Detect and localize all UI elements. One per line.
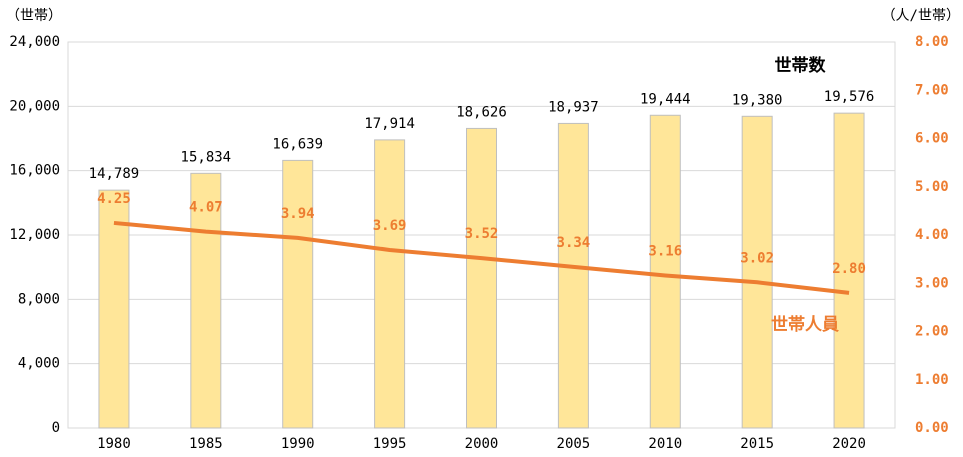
- bar: [98, 189, 130, 429]
- x-tick-label: 2005: [557, 436, 591, 452]
- series-label: 世帯人員: [771, 314, 839, 335]
- bar-value-label: 19,444: [640, 91, 691, 107]
- line-value-label: 3.52: [465, 226, 499, 242]
- bar: [741, 115, 773, 429]
- x-tick-label: 2020: [832, 436, 866, 452]
- x-tick-label: 1980: [97, 436, 131, 452]
- line: [113, 220, 850, 295]
- bar: [557, 122, 589, 429]
- y2-tick-label: 1.00: [915, 372, 949, 388]
- y-tick-label: 24,000: [9, 34, 60, 50]
- y-tick-label: 12,000: [9, 227, 60, 243]
- y2-tick-label: 3.00: [915, 275, 949, 291]
- y2-tick-label: 8.00: [915, 34, 949, 50]
- y-tick-label: 4,000: [18, 356, 60, 372]
- bar-value-label: 16,639: [272, 136, 323, 152]
- bar-value-label: 18,937: [548, 99, 599, 115]
- line-value-label: 3.69: [373, 218, 407, 234]
- y-tick-label: 16,000: [9, 163, 60, 179]
- line-value-label: 3.02: [740, 250, 774, 266]
- bar-value-label: 19,380: [732, 92, 783, 108]
- line-value-label: 4.25: [97, 191, 131, 207]
- y2-axis-title: （人/世帯）: [882, 8, 960, 24]
- bar-value-label: 17,914: [364, 116, 415, 132]
- y2-tick-label: 0.00: [915, 420, 949, 436]
- line-value-label: 3.34: [557, 235, 591, 251]
- y-tick-label: 0: [52, 420, 60, 436]
- y2-tick-label: 2.00: [915, 324, 949, 340]
- bar: [374, 139, 406, 429]
- y-tick-label: 8,000: [18, 291, 60, 307]
- bar: [649, 114, 681, 429]
- x-tick-label: 2010: [648, 436, 682, 452]
- y2-tick-label: 7.00: [915, 82, 949, 98]
- x-tick-label: 2000: [465, 436, 499, 452]
- bar: [282, 159, 314, 429]
- series-label: 世帯数: [775, 55, 827, 76]
- y2-tick-label: 6.00: [915, 131, 949, 147]
- bar-value-label: 19,576: [824, 89, 875, 105]
- y-tick-label: 20,000: [9, 98, 60, 114]
- x-tick-label: 2015: [740, 436, 774, 452]
- x-tick-label: 1985: [189, 436, 223, 452]
- line-value-label: 2.80: [832, 261, 866, 277]
- x-tick-label: 1990: [281, 436, 315, 452]
- line-value-label: 4.07: [189, 200, 223, 216]
- line-value-label: 3.16: [648, 244, 682, 260]
- bar-value-label: 15,834: [181, 149, 232, 165]
- y2-tick-label: 4.00: [915, 227, 949, 243]
- y-axis-title: （世帯）: [6, 8, 62, 24]
- bar: [833, 112, 865, 429]
- y2-tick-label: 5.00: [915, 179, 949, 195]
- bar: [466, 127, 497, 429]
- line-value-label: 3.94: [281, 206, 315, 222]
- bar-value-label: 18,626: [456, 104, 507, 120]
- bar-value-label: 14,789: [89, 166, 140, 182]
- x-tick-label: 1995: [373, 436, 407, 452]
- bar: [190, 172, 222, 429]
